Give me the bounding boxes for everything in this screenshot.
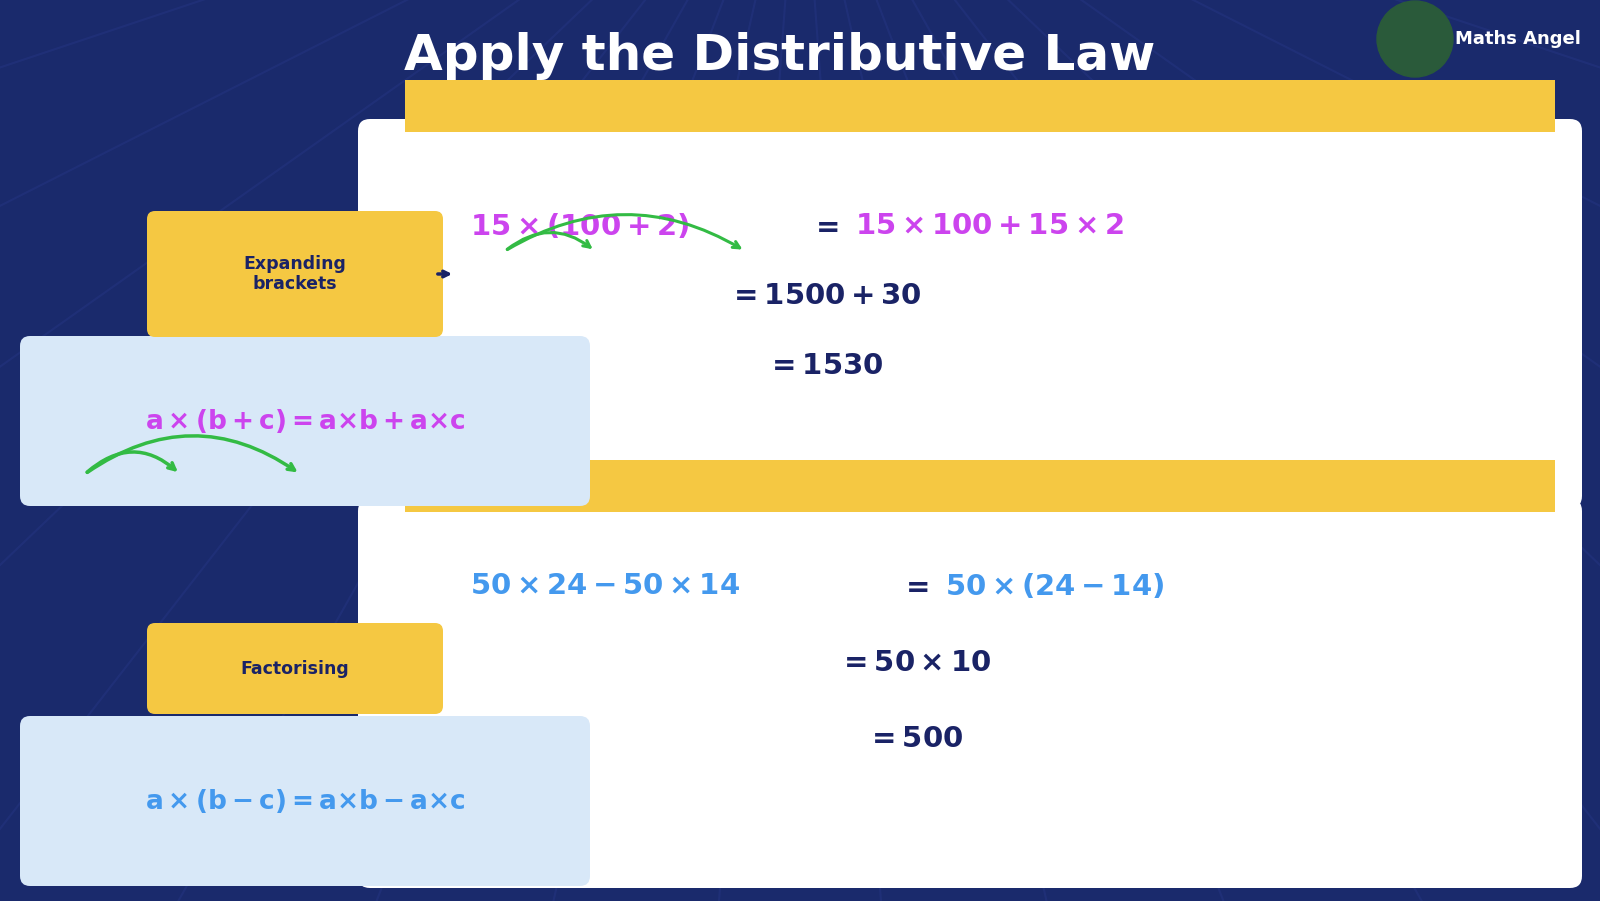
FancyArrowPatch shape	[86, 452, 174, 472]
FancyBboxPatch shape	[19, 716, 590, 886]
FancyBboxPatch shape	[405, 80, 1555, 132]
FancyBboxPatch shape	[405, 460, 1555, 512]
FancyBboxPatch shape	[19, 336, 590, 506]
FancyBboxPatch shape	[358, 119, 1582, 508]
FancyArrowPatch shape	[88, 436, 294, 472]
Text: $\mathbf{15 \times (100 + 2)}$: $\mathbf{15 \times (100 + 2)}$	[470, 212, 690, 241]
Text: Maths Angel: Maths Angel	[1454, 30, 1581, 48]
FancyArrowPatch shape	[507, 214, 739, 250]
FancyArrowPatch shape	[507, 232, 590, 250]
Text: $\mathbf{= 1530}$: $\mathbf{= 1530}$	[766, 352, 883, 380]
Text: $\mathbf{= 500}$: $\mathbf{= 500}$	[867, 725, 963, 753]
FancyBboxPatch shape	[358, 499, 1582, 888]
Text: $\mathbf{15 \times 100 + 15 \times 2}$: $\mathbf{15 \times 100 + 15 \times 2}$	[854, 212, 1123, 240]
Text: Expanding
brackets: Expanding brackets	[243, 255, 347, 294]
FancyBboxPatch shape	[147, 211, 443, 337]
FancyBboxPatch shape	[147, 623, 443, 714]
Text: $\mathbf{=}$: $\mathbf{=}$	[811, 212, 840, 240]
Text: Factorising: Factorising	[240, 660, 349, 678]
Text: $\mathbf{=}$: $\mathbf{=}$	[901, 572, 930, 600]
Text: $\mathbf{a \times (b - c) = a{\times}b - a{\times}c}$: $\mathbf{a \times (b - c) = a{\times}b -…	[144, 787, 466, 815]
Text: $\mathbf{= 50 \times 10}$: $\mathbf{= 50 \times 10}$	[838, 649, 992, 677]
Text: $\mathbf{50 \times 24 - 50 \times 14}$: $\mathbf{50 \times 24 - 50 \times 14}$	[470, 572, 741, 600]
Text: $\mathbf{= 1500 + 30}$: $\mathbf{= 1500 + 30}$	[728, 282, 922, 310]
Text: $\mathbf{50 \times (24 - 14)}$: $\mathbf{50 \times (24 - 14)}$	[946, 571, 1165, 600]
Text: Apply the Distributive Law: Apply the Distributive Law	[405, 32, 1155, 80]
Text: $\mathbf{a \times (b + c) = a{\times}b + a{\times}c}$: $\mathbf{a \times (b + c) = a{\times}b +…	[144, 407, 466, 435]
Circle shape	[1378, 1, 1453, 77]
